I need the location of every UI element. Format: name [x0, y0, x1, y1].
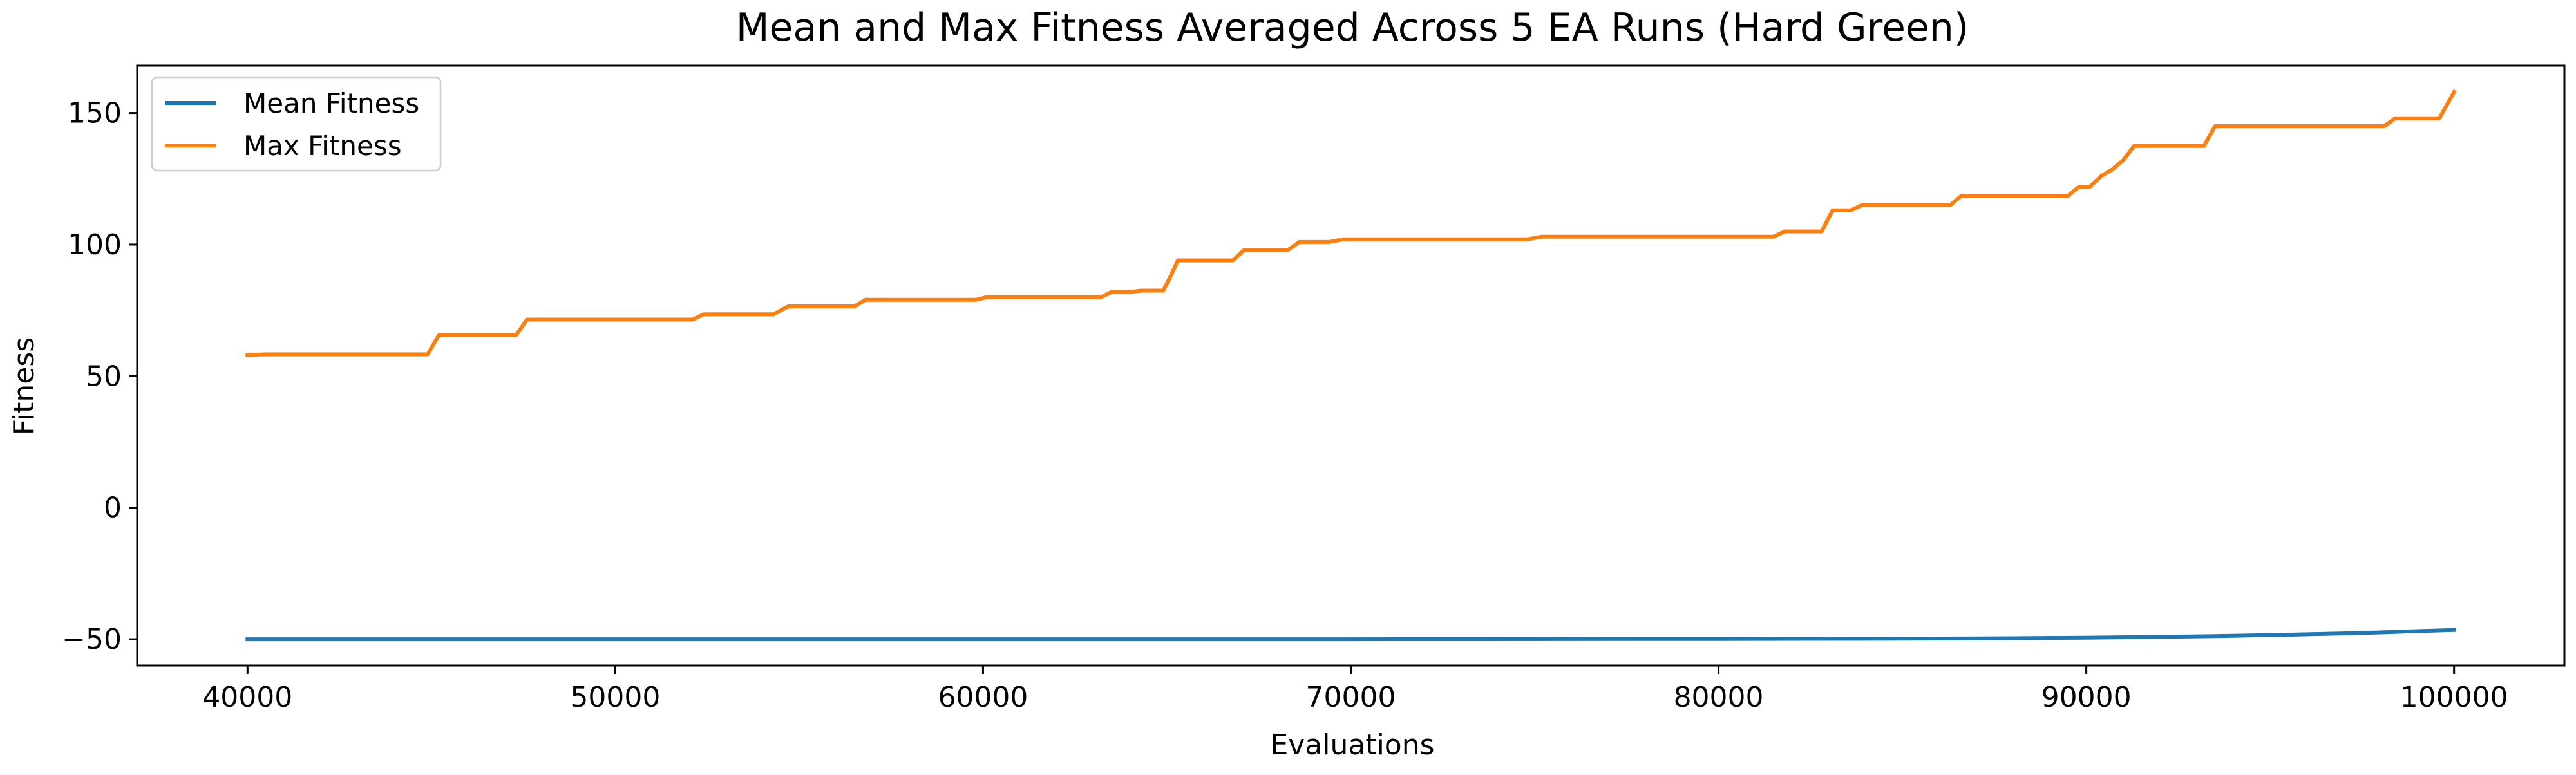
- x-tick-label: 50000: [570, 681, 660, 714]
- x-tick-label: 100000: [2400, 681, 2508, 714]
- legend-label-mean-fitness: Mean Fitness: [243, 88, 419, 119]
- x-tick-label: 60000: [938, 681, 1028, 714]
- series-line-mean-fitness: [245, 628, 2456, 642]
- axes-layer: 40000 50000 60000 70000 80000 90000 100000 −50 0…: [62, 64, 2566, 714]
- legend-label-max-fitness: Max Fitness: [243, 130, 402, 162]
- y-axis-label: Fitness: [8, 337, 41, 435]
- legend: Mean Fitness Max Fitness: [151, 76, 442, 172]
- x-tick-label: 80000: [1674, 681, 1764, 714]
- y-tick-label: 150: [68, 97, 122, 130]
- x-tick-label: 90000: [2041, 681, 2132, 714]
- legend-box: [151, 76, 442, 172]
- series-line-max-fitness: [245, 89, 2457, 357]
- series-layer: [245, 89, 2457, 642]
- y-tick-label: 50: [86, 360, 122, 393]
- x-tick-label: 40000: [202, 681, 292, 714]
- x-tick-label: 70000: [1306, 681, 1396, 714]
- y-tick-label: 0: [104, 492, 122, 525]
- chart-title: Mean and Max Fitness Averaged Across 5 E…: [736, 5, 1969, 50]
- y-tick-label: 100: [68, 229, 122, 261]
- x-axis-label: Evaluations: [1270, 729, 1434, 761]
- y-tick-label: −50: [62, 623, 122, 656]
- axes-frame: [136, 64, 2566, 667]
